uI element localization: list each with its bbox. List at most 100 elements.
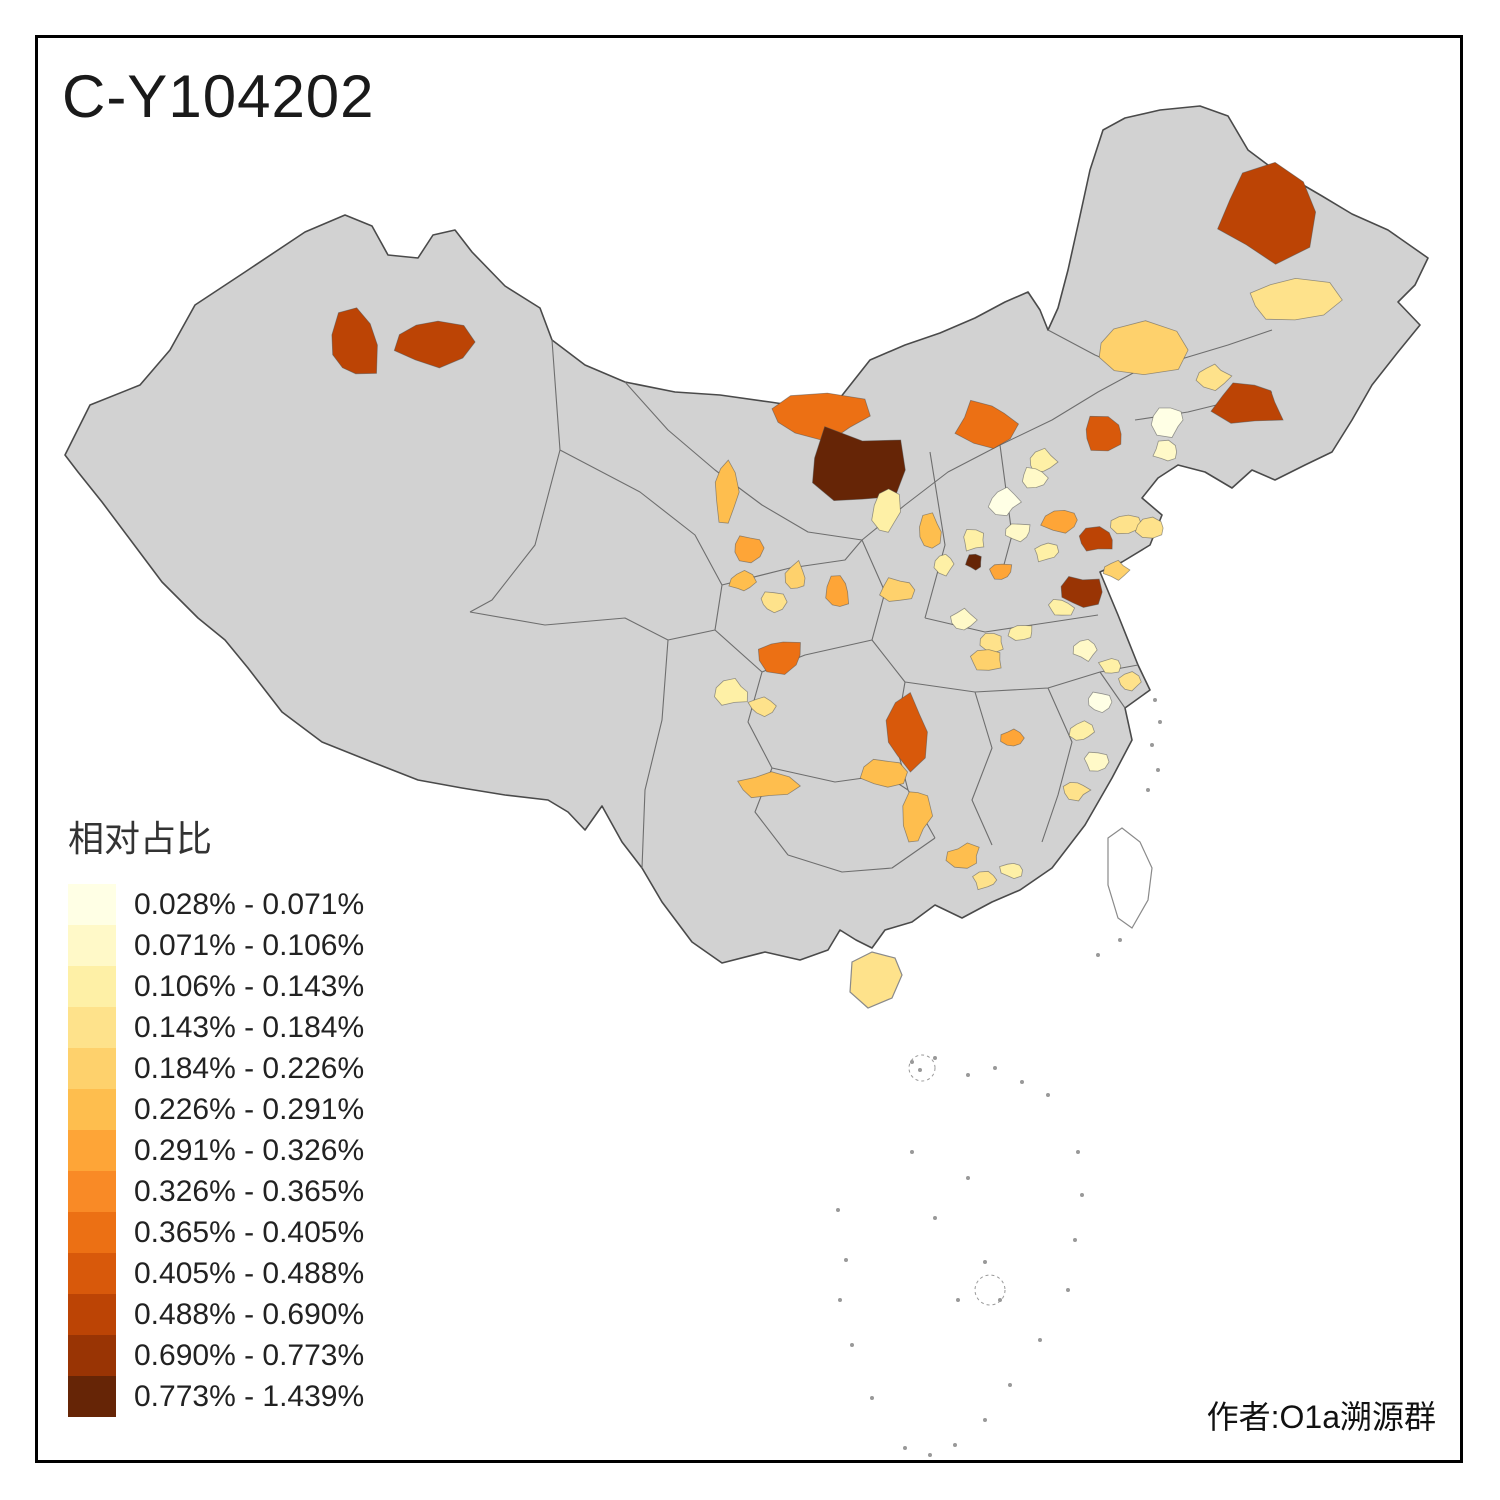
legend-swatch [68, 884, 116, 925]
map-title: C-Y104202 [62, 63, 375, 130]
map-region [933, 553, 955, 577]
map-region [972, 870, 998, 891]
legend-item: 0.291% - 0.326% [68, 1130, 364, 1171]
legend-label: 0.028% - 0.071% [134, 887, 365, 921]
map-region [885, 691, 928, 773]
legend-item: 0.226% - 0.291% [68, 1089, 364, 1130]
map-region [1249, 277, 1343, 321]
legend: 相对占比 0.028% - 0.071% 0.071% - 0.106% 0.106… [68, 810, 364, 1417]
legend-label: 0.071% - 0.106% [134, 928, 365, 962]
legend-swatch [68, 1130, 116, 1171]
legend-item: 0.773% - 1.439% [68, 1376, 364, 1417]
map-region [1152, 439, 1178, 462]
legend-label: 0.106% - 0.143% [134, 969, 365, 1003]
map-region [950, 607, 978, 631]
china-outline [64, 105, 1429, 964]
map-region [1068, 720, 1095, 741]
map-region [963, 529, 985, 552]
map-region [1083, 751, 1110, 772]
map-region [728, 569, 758, 592]
map-region [1034, 542, 1060, 563]
map-region [969, 649, 1002, 671]
map-region [1118, 671, 1142, 692]
legend-swatch [68, 925, 116, 966]
legend-label: 0.184% - 0.226% [134, 1051, 365, 1085]
legend-label: 0.291% - 0.326% [134, 1133, 365, 1167]
map-region [879, 577, 916, 602]
map-region [1085, 415, 1122, 452]
map-regions [331, 161, 1343, 891]
map-region [1040, 509, 1078, 534]
legend-swatch [68, 1253, 116, 1294]
legend-swatch [68, 1294, 116, 1335]
legend-label: 0.773% - 1.439% [134, 1379, 365, 1413]
map-region [1195, 363, 1233, 392]
map-region [965, 553, 982, 571]
legend-label: 0.405% - 0.488% [134, 1256, 365, 1290]
legend-item: 0.326% - 0.365% [68, 1171, 364, 1212]
legend-swatch [68, 1212, 116, 1253]
map-region [979, 633, 1004, 654]
legend-label: 0.326% - 0.365% [134, 1174, 365, 1208]
map-region [714, 677, 748, 706]
attribution-text: 作者:O1a溯源群 [1206, 1399, 1436, 1435]
map-region [871, 488, 901, 533]
hainan-island [849, 951, 903, 1009]
legend-item: 0.071% - 0.106% [68, 925, 364, 966]
legend-item: 0.143% - 0.184% [68, 1007, 364, 1048]
map-region [902, 791, 934, 843]
legend-label: 0.143% - 0.184% [134, 1010, 365, 1044]
map-region [919, 512, 942, 549]
map-region [1048, 598, 1076, 616]
legend-item: 0.488% - 0.690% [68, 1294, 364, 1335]
map-region [1087, 691, 1113, 714]
map-region [945, 842, 980, 869]
map-region [1210, 382, 1284, 424]
legend-label: 0.690% - 0.773% [134, 1338, 365, 1372]
legend-item: 0.365% - 0.405% [68, 1212, 364, 1253]
map-region [1150, 407, 1184, 438]
legend-swatch [68, 1376, 116, 1417]
map-region [784, 559, 806, 589]
legend-label: 0.365% - 0.405% [134, 1215, 365, 1249]
map-region [331, 307, 378, 375]
map-region [1072, 638, 1098, 663]
map-region [734, 535, 765, 564]
map-region [859, 758, 908, 788]
map-region [714, 459, 740, 524]
map-region [1000, 728, 1025, 747]
legend-item: 0.405% - 0.488% [68, 1253, 364, 1294]
map-region [1007, 625, 1033, 641]
legend-items: 0.028% - 0.071% 0.071% - 0.106% 0.106% - 0… [68, 884, 364, 1417]
map-region [1102, 559, 1131, 581]
map-region [1029, 447, 1059, 474]
legend-item: 0.028% - 0.071% [68, 884, 364, 925]
legend-item: 0.690% - 0.773% [68, 1335, 364, 1376]
legend-swatch [68, 966, 116, 1007]
map-region [760, 591, 788, 614]
legend-title: 相对占比 [68, 818, 213, 859]
map-region [1134, 516, 1164, 539]
map-region [747, 696, 777, 718]
map-region [954, 399, 1020, 449]
legend-swatch [68, 1335, 116, 1376]
map-region [1078, 526, 1113, 552]
map-region [393, 320, 476, 369]
map-region [757, 641, 801, 675]
map-region [825, 575, 850, 607]
legend-label: 0.226% - 0.291% [134, 1092, 365, 1126]
taiwan-island [1107, 827, 1153, 929]
map-region [1097, 658, 1122, 674]
map-region [1098, 320, 1189, 376]
legend-item: 0.184% - 0.226% [68, 1048, 364, 1089]
legend-item: 0.106% - 0.143% [68, 966, 364, 1007]
legend-swatch [68, 1171, 116, 1212]
map-region [1021, 466, 1049, 489]
south-china-sea-islands [836, 698, 1162, 1457]
map-region [989, 563, 1013, 580]
map-region [1062, 781, 1092, 802]
legend-label: 0.488% - 0.690% [134, 1297, 365, 1331]
legend-swatch [68, 1089, 116, 1130]
map-region [1217, 161, 1317, 265]
